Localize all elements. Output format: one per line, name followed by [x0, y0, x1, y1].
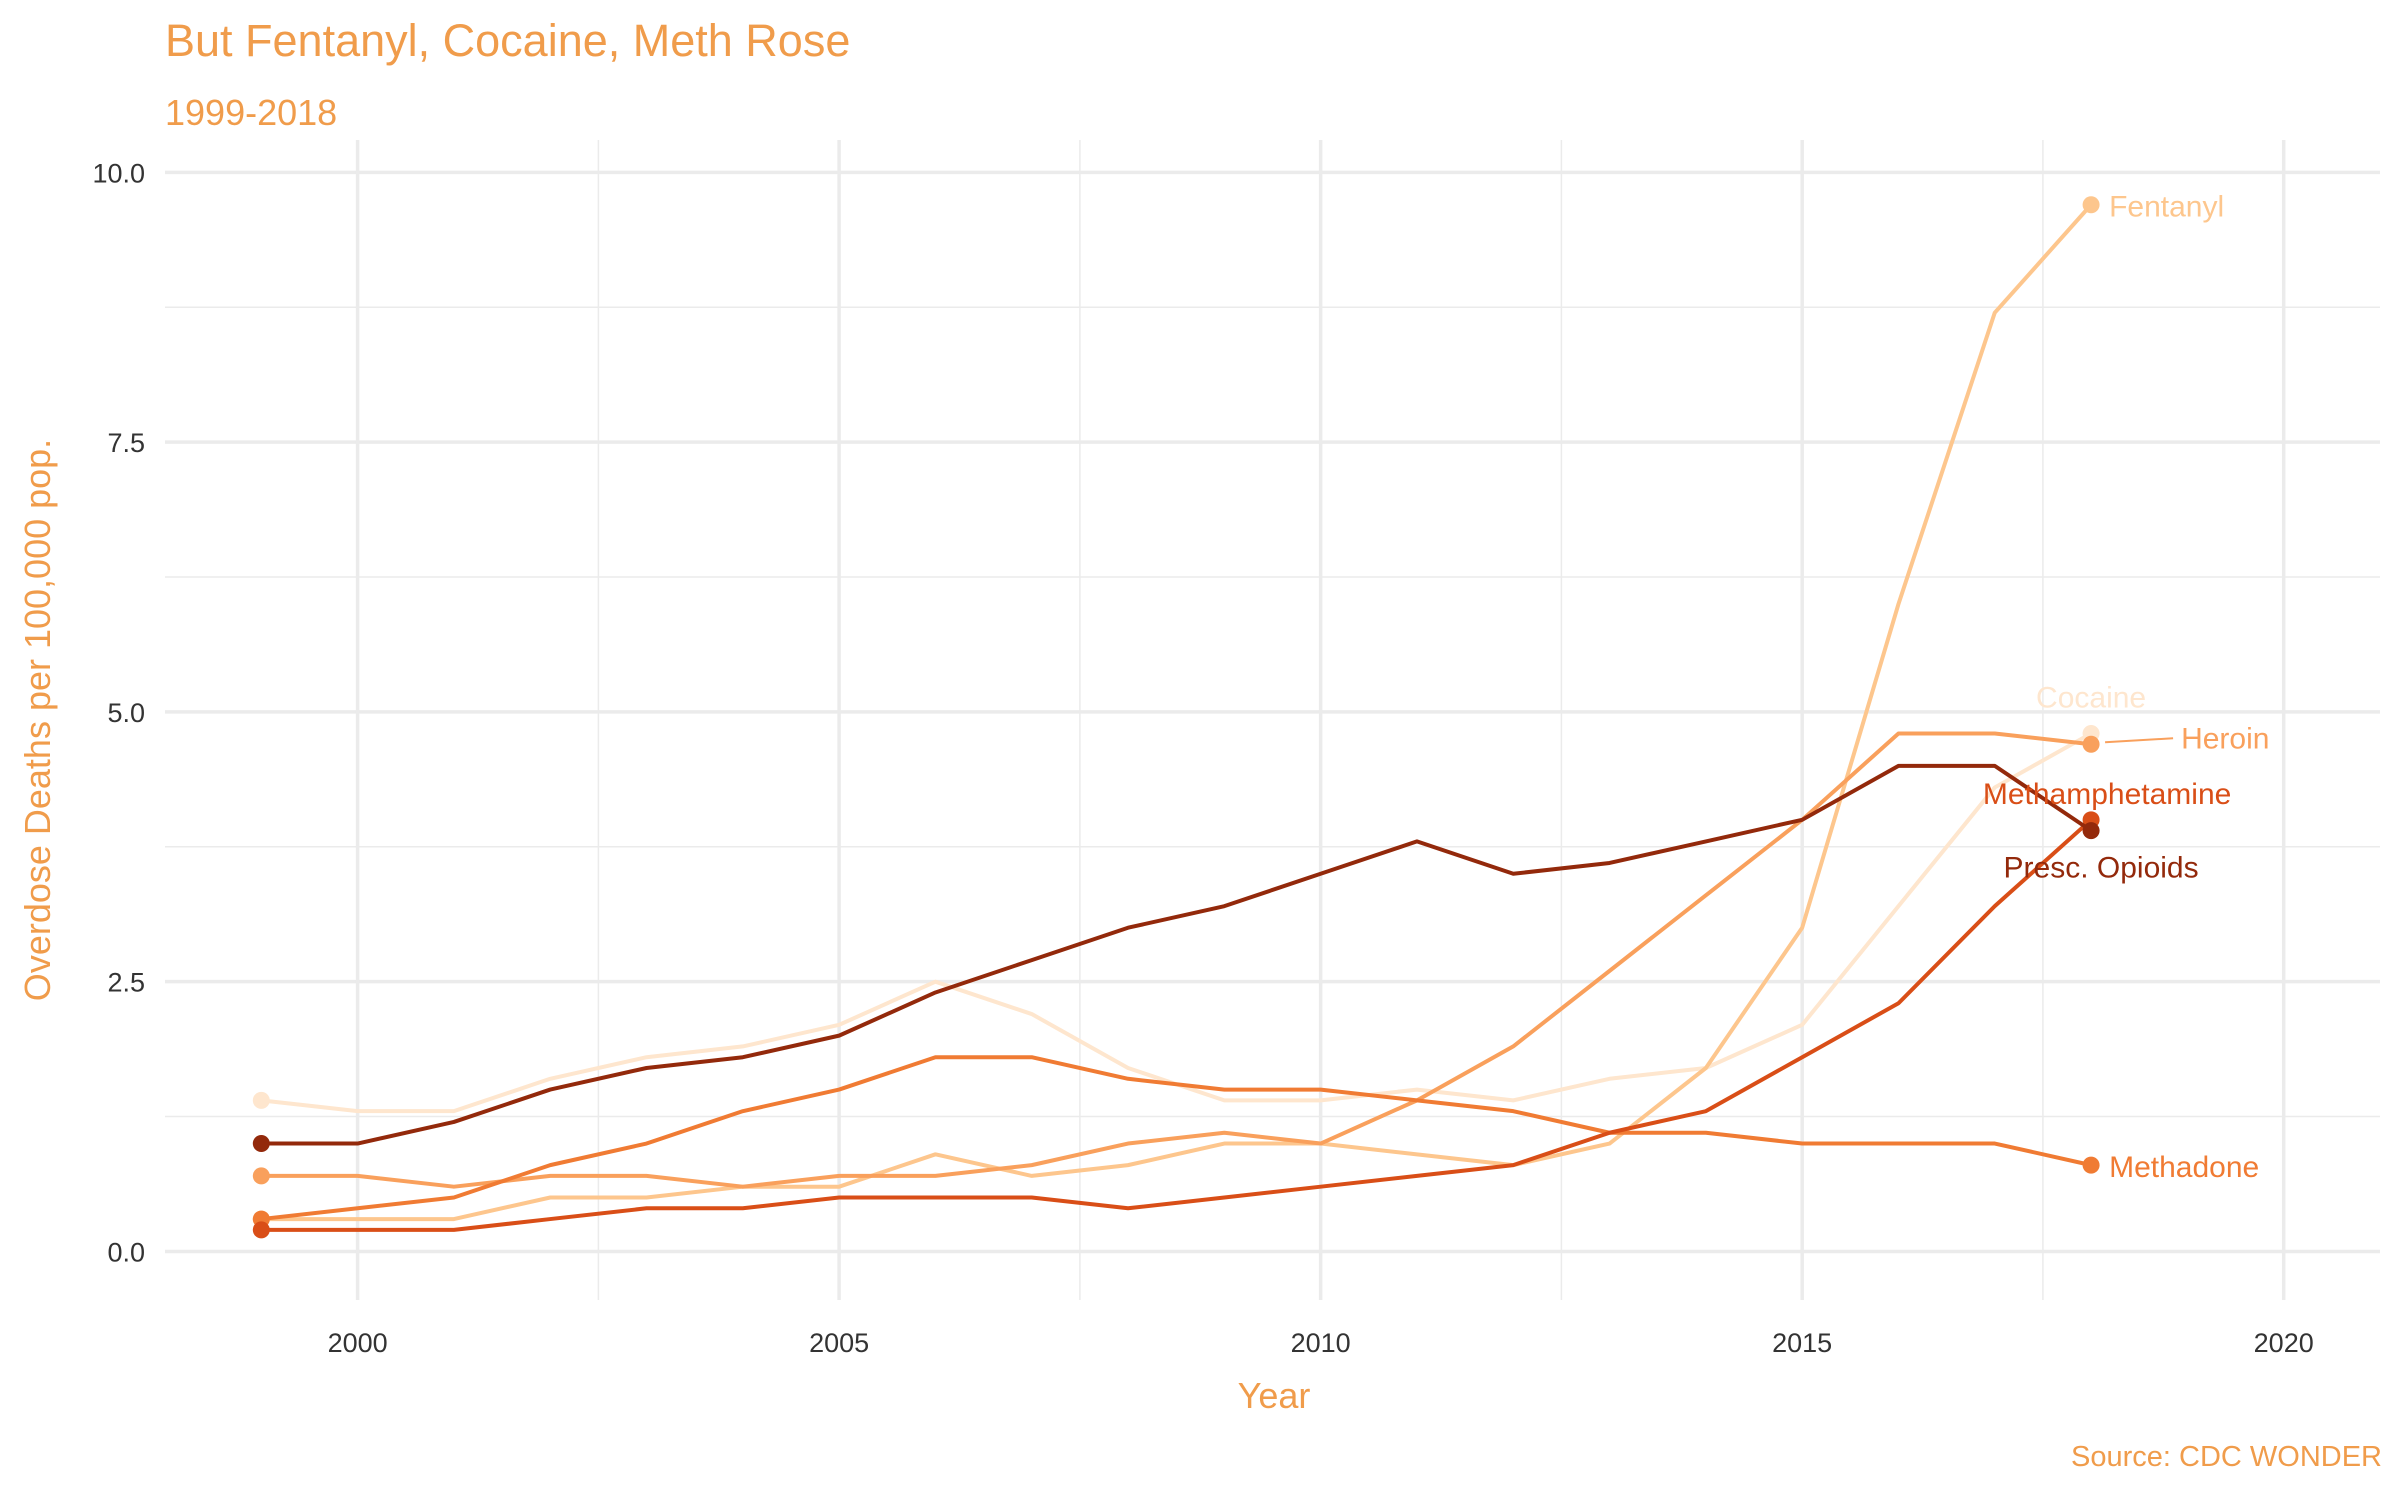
y-tick-label: 10.0 [92, 158, 145, 188]
grid-lines [165, 140, 2380, 1300]
series-methamphetamine [252, 811, 2100, 1239]
y-axis-ticks: 0.0 2.5 5.0 7.5 10.0 [92, 158, 145, 1267]
series-end-point [2082, 822, 2100, 840]
series-end-point [2082, 735, 2100, 753]
series-line-methamphetamine [259, 817, 2094, 1232]
source-caption: Source: CDC WONDER [2071, 1441, 2382, 1473]
series-label-cocaine: Cocaine [2036, 681, 2146, 714]
series-line-presc-opioids [259, 763, 2094, 1146]
x-tick-label: 2005 [809, 1328, 869, 1358]
x-tick-label: 2015 [1772, 1328, 1832, 1358]
series-line-methadone [259, 1055, 2094, 1222]
series-label-heroin: Heroin [2181, 722, 2269, 755]
y-tick-label: 5.0 [107, 698, 145, 728]
series-labels: Cocaine Fentanyl Heroin Methadone Methamphet… [1983, 191, 2270, 1184]
x-axis-ticks: 2000 2005 2010 2015 2020 [328, 1328, 2314, 1358]
series-end-point [2082, 1156, 2100, 1174]
series-label-methadone: Methadone [2109, 1151, 2259, 1184]
series-line-cocaine [259, 731, 2094, 1114]
series-start-point [252, 1221, 270, 1239]
series-line-fentanyl [259, 202, 2094, 1222]
x-axis-title: Year [1238, 1375, 1311, 1416]
series-label-methamphetamine: Methamphetamine [1983, 778, 2231, 811]
series-end-point [2082, 196, 2100, 214]
y-tick-label: 7.5 [107, 428, 145, 458]
y-axis-title: Overdose Deaths per 100,000 pop. [17, 439, 58, 1001]
series-start-point [252, 1167, 270, 1185]
series-start-point [252, 1091, 270, 1109]
x-tick-label: 2010 [1291, 1328, 1351, 1358]
x-tick-label: 2020 [2254, 1328, 2314, 1358]
series-lines [252, 196, 2100, 1239]
series-label-presc-opioids: Presc. Opioids [2004, 852, 2199, 885]
series-presc-opioids [252, 763, 2100, 1153]
chart-title: But Fentanyl, Cocaine, Meth Rose [165, 15, 850, 66]
chart-subtitle: 1999-2018 [165, 92, 337, 133]
y-tick-label: 0.0 [107, 1237, 145, 1267]
series-start-point [252, 1135, 270, 1153]
label-leader-heroin [2105, 737, 2174, 744]
series-line-heroin [259, 731, 2094, 1189]
series-label-fentanyl: Fentanyl [2109, 191, 2224, 224]
x-tick-label: 2000 [328, 1328, 388, 1358]
y-tick-label: 2.5 [107, 968, 145, 998]
series-heroin [252, 731, 2100, 1189]
